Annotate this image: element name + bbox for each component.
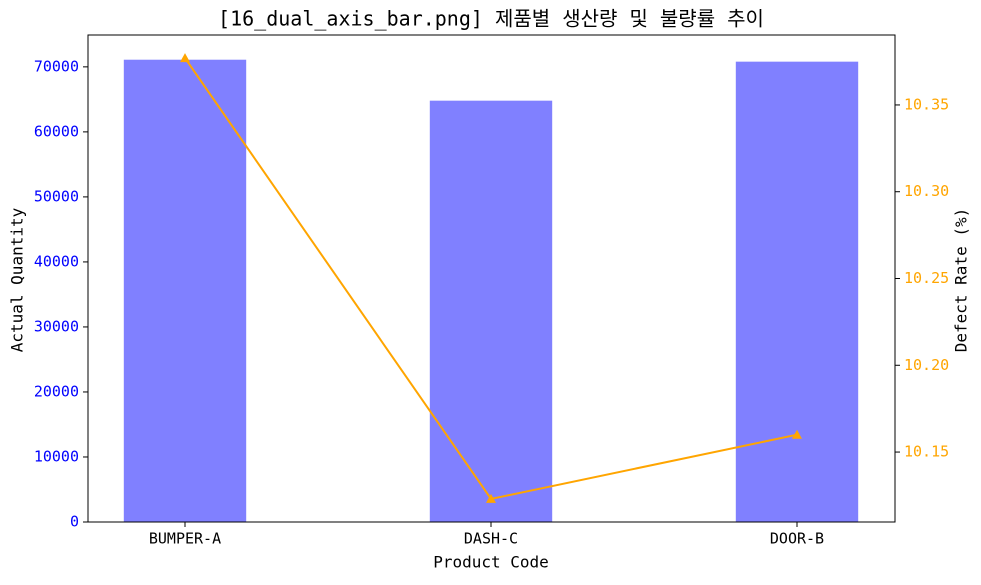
y2-tick-label: 10.20 [904,356,949,374]
marker [486,493,496,503]
y-tick-label: 50000 [34,187,79,205]
y2-tick-label: 10.30 [904,182,949,200]
y-axis-label: Actual Quantity [8,207,27,352]
y2-tick-label: 10.15 [904,443,949,461]
bar [735,61,859,523]
marker [792,429,802,439]
y-tick-label: 10000 [34,447,79,465]
y-tick-label: 70000 [34,57,79,75]
x-axis-label: Product Code [433,553,549,572]
marker [180,53,190,63]
y-tick-label: 40000 [34,252,79,270]
y-tick-label: 30000 [34,317,79,335]
y-tick-label: 60000 [34,122,79,140]
y-tick-label: 20000 [34,382,79,400]
x-tick-label: BUMPER-A [149,530,221,548]
x-tick-label: DOOR-B [770,530,824,548]
x-tick-label: DASH-C [464,530,518,548]
y2-tick-label: 10.35 [904,95,949,113]
y2-tick-label: 10.25 [904,269,949,287]
y-tick-label: 0 [70,513,79,531]
bar [429,100,553,522]
chart-title: [16_dual_axis_bar.png] 제품별 생산량 및 불량률 추이 [218,7,764,31]
bar [123,59,247,522]
y2-axis-label: Defect Rate (%) [952,208,971,353]
